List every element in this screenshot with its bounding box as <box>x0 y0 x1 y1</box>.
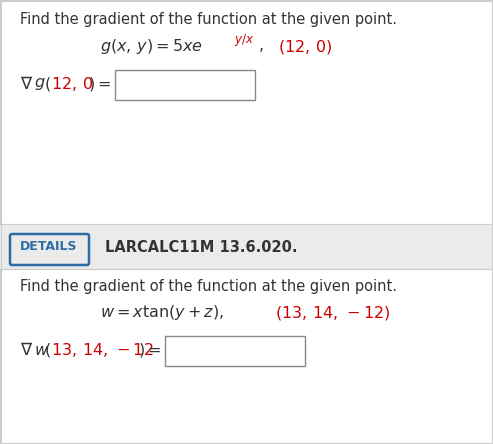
FancyBboxPatch shape <box>165 336 305 366</box>
FancyBboxPatch shape <box>0 224 493 269</box>
FancyBboxPatch shape <box>0 269 493 444</box>
Text: DETAILS: DETAILS <box>20 241 78 254</box>
Text: Find the gradient of the function at the given point.: Find the gradient of the function at the… <box>20 12 397 28</box>
Text: $y/x$: $y/x$ <box>234 32 254 48</box>
Text: $) =$: $) =$ <box>88 75 111 93</box>
Text: $) =$: $) =$ <box>138 341 161 359</box>
Text: $g$: $g$ <box>34 76 45 92</box>
Text: $(13,\, 14,\, -12)$: $(13,\, 14,\, -12)$ <box>275 304 390 322</box>
Text: $g(x,\, y) = 5xe$: $g(x,\, y) = 5xe$ <box>100 37 203 56</box>
Text: $\nabla$: $\nabla$ <box>20 341 33 359</box>
Text: $w = x\tan(y + z),$: $w = x\tan(y + z),$ <box>100 304 224 322</box>
Text: Find the gradient of the function at the given point.: Find the gradient of the function at the… <box>20 278 397 293</box>
Text: $,$: $,$ <box>258 40 263 55</box>
Text: $w$: $w$ <box>34 342 49 357</box>
Text: $12,\, 0$: $12,\, 0$ <box>51 75 93 93</box>
Text: $(12,\, 0)$: $(12,\, 0)$ <box>278 38 332 56</box>
FancyBboxPatch shape <box>0 0 493 224</box>
FancyBboxPatch shape <box>10 234 89 265</box>
Text: $($: $($ <box>44 341 51 359</box>
Text: LARCALC11M 13.6.020.: LARCALC11M 13.6.020. <box>105 239 297 254</box>
Text: $\nabla$: $\nabla$ <box>20 75 33 93</box>
Text: $13,\, 14,\, -12$: $13,\, 14,\, -12$ <box>51 341 154 359</box>
Text: $($: $($ <box>44 75 51 93</box>
FancyBboxPatch shape <box>115 70 255 100</box>
